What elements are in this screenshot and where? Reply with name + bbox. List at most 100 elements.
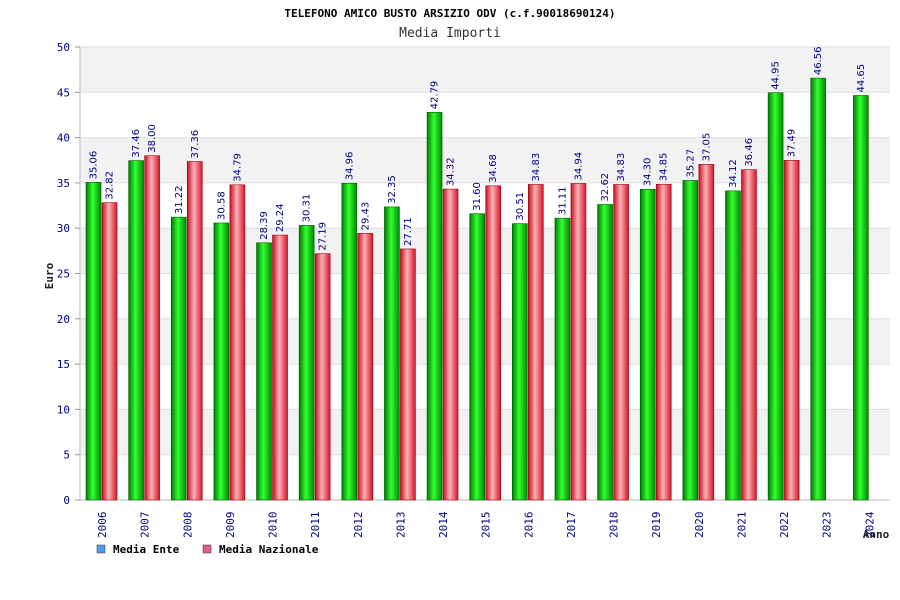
y-axis-ticks: 0 5 10 15 20 25 30 35 40 45 50 [57, 41, 80, 507]
data-label: 30.58 [216, 191, 227, 220]
data-label: 37.36 [190, 130, 201, 159]
data-label: 32.62 [600, 173, 611, 202]
bar-media-nazionale-2011 [314, 253, 331, 501]
bar-media-nazionale-2010 [272, 234, 288, 501]
bar-media-ente-2024 [853, 95, 869, 501]
legend-swatch-media-ente [96, 544, 106, 554]
y-tick-label: 20 [57, 313, 70, 326]
data-label: 27.19 [318, 222, 329, 251]
bar-media-ente-2013 [384, 206, 400, 501]
bar-media-nazionale-2020 [698, 164, 715, 501]
x-tick-label: 2023 [821, 512, 834, 539]
data-label: 36.46 [744, 138, 755, 167]
chart-subtitle: Media Importi [399, 26, 501, 41]
x-tick-label: 2006 [96, 512, 109, 539]
data-labels: 35.06 32.82 37.46 38.00 31.22 37.36 30.58 34.79… [89, 47, 867, 251]
data-label: 44.65 [856, 64, 867, 93]
y-tick-label: 5 [63, 449, 70, 462]
data-label: 34.68 [488, 154, 499, 183]
data-label: 44.95 [771, 61, 782, 90]
data-label: 31.60 [472, 182, 483, 211]
data-label: 27.71 [403, 217, 414, 246]
data-label: 29.24 [275, 203, 286, 232]
legend-label-media-ente: Media Ente [113, 543, 180, 556]
data-label: 32.35 [387, 175, 398, 204]
bar-media-nazionale-2022 [783, 160, 800, 501]
bar-media-ente-2016 [512, 223, 528, 501]
x-axis-label: Anno [863, 528, 890, 541]
y-tick-label: 25 [57, 268, 70, 281]
y-tick-label: 10 [57, 403, 70, 416]
x-tick-label: 2020 [693, 512, 706, 539]
chart-title: TELEFONO AMICO BUSTO ARSIZIO ODV (c.f.90… [284, 7, 615, 20]
y-tick-label: 0 [63, 494, 70, 507]
bar-media-nazionale-2009 [229, 184, 246, 501]
y-tick-label: 35 [57, 177, 70, 190]
data-label: 34.79 [232, 153, 243, 182]
y-tick-label: 15 [57, 358, 70, 371]
x-tick-label: 2024 [863, 511, 876, 538]
bar-media-ente-2009 [213, 222, 230, 501]
data-label: 37.05 [701, 133, 712, 162]
bar-media-nazionale-2006 [101, 202, 118, 501]
bar-media-nazionale-2016 [528, 184, 544, 501]
bar-media-ente-2022 [767, 92, 784, 501]
plot-band [80, 47, 890, 93]
data-label: 35.27 [685, 149, 696, 178]
x-tick-label: 2010 [267, 512, 280, 539]
data-label: 31.22 [174, 186, 185, 215]
data-label: 37.46 [131, 129, 142, 158]
x-tick-label: 2012 [352, 512, 365, 539]
x-tick-label: 2013 [394, 512, 407, 539]
bar-media-nazionale-2015 [485, 185, 501, 501]
data-label: 34.30 [643, 158, 654, 187]
bar-media-ente-2019 [639, 188, 656, 501]
data-label: 29.43 [360, 202, 371, 231]
bar-media-nazionale-2017 [570, 183, 587, 501]
bar-media-ente-2023 [810, 77, 827, 501]
bar-media-ente-2006 [85, 182, 102, 501]
bar-media-nazionale-2012 [357, 233, 374, 501]
data-label: 28.39 [259, 211, 270, 240]
data-label: 34.83 [531, 153, 542, 182]
x-axis-ticks: 2006 2007 2008 2009 2010 2011 2012 2013 2014 2015… [96, 511, 876, 538]
x-tick-label: 2016 [522, 512, 535, 539]
bar-media-ente-2020 [682, 180, 699, 501]
bar-media-nazionale-2021 [741, 169, 757, 501]
legend-label-media-nazionale: Media Nazionale [219, 543, 319, 556]
data-label: 34.83 [616, 153, 627, 182]
data-label: 34.94 [573, 152, 584, 181]
bar-media-ente-2018 [597, 204, 613, 501]
bar-media-ente-2017 [554, 217, 571, 501]
legend-swatch-media-nazionale [202, 544, 212, 554]
y-tick-label: 45 [57, 86, 70, 99]
data-label: 32.82 [105, 171, 116, 200]
data-label: 37.49 [787, 129, 798, 158]
bar-media-nazionale-2014 [442, 188, 459, 501]
x-tick-label: 2014 [437, 511, 450, 538]
data-label: 34.96 [344, 152, 355, 181]
x-tick-label: 2019 [650, 512, 663, 539]
data-label: 30.51 [515, 192, 526, 221]
data-label: 30.31 [302, 194, 313, 223]
x-tick-label: 2021 [735, 512, 748, 539]
legend: Media Ente Media Nazionale [96, 543, 319, 556]
data-label: 34.12 [728, 159, 739, 188]
x-tick-label: 2008 [181, 512, 194, 539]
x-tick-label: 2009 [224, 512, 237, 539]
x-tick-label: 2018 [608, 512, 621, 539]
bar-media-nazionale-2018 [613, 184, 629, 501]
bars [85, 77, 869, 501]
bar-media-ente-2011 [298, 225, 315, 501]
data-label: 38.00 [147, 124, 158, 153]
bar-media-ente-2010 [256, 242, 272, 501]
data-label: 34.85 [659, 153, 670, 182]
bar-media-ente-2015 [469, 213, 485, 501]
bar-media-nazionale-2019 [655, 183, 672, 501]
bar-media-nazionale-2013 [400, 248, 416, 501]
bar-media-ente-2014 [426, 112, 443, 501]
bar-media-ente-2021 [725, 190, 741, 501]
bar-media-ente-2007 [128, 160, 144, 501]
data-label: 46.56 [813, 47, 824, 76]
